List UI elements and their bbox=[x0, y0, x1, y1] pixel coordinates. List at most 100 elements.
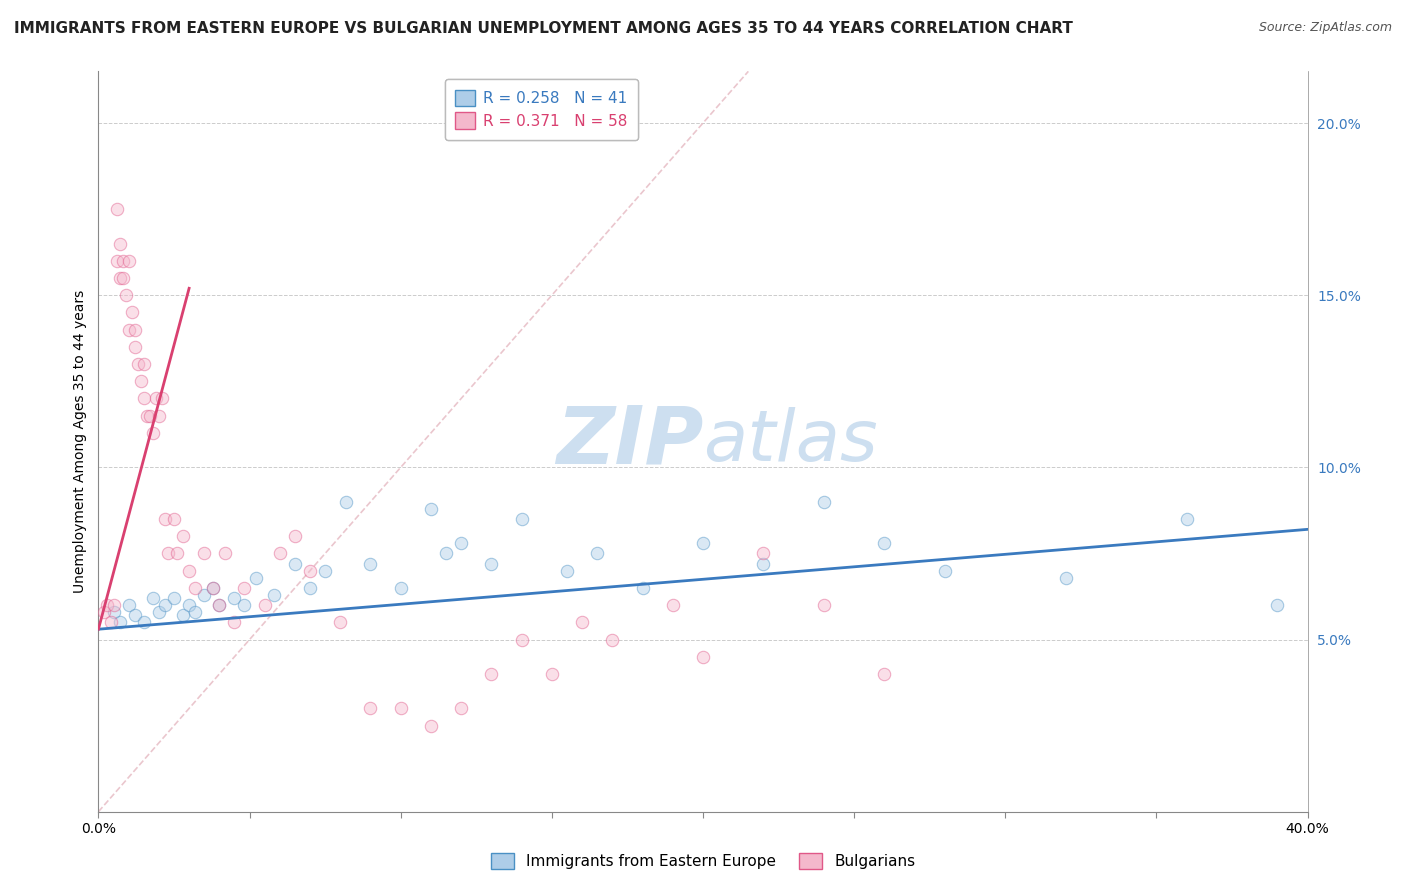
Point bbox=[1175, 512, 1198, 526]
Text: atlas: atlas bbox=[703, 407, 877, 476]
Point bbox=[208, 598, 231, 612]
Point bbox=[420, 718, 443, 732]
Y-axis label: Unemployment Among Ages 35 to 44 years: Unemployment Among Ages 35 to 44 years bbox=[73, 290, 87, 593]
Point bbox=[450, 536, 472, 550]
Point bbox=[118, 598, 141, 612]
Point bbox=[118, 323, 141, 337]
Point bbox=[253, 598, 276, 612]
Point bbox=[118, 253, 141, 268]
Point bbox=[329, 615, 352, 630]
Point bbox=[813, 495, 835, 509]
Point bbox=[148, 409, 170, 423]
Point bbox=[873, 667, 896, 681]
Point bbox=[139, 409, 162, 423]
Point bbox=[156, 546, 179, 560]
Point bbox=[163, 591, 186, 606]
Point bbox=[103, 598, 125, 612]
Point bbox=[360, 701, 382, 715]
Point bbox=[184, 581, 207, 595]
Point bbox=[124, 323, 146, 337]
Point bbox=[420, 501, 443, 516]
Point bbox=[389, 701, 412, 715]
Point bbox=[586, 546, 609, 560]
Point bbox=[153, 598, 176, 612]
Point bbox=[193, 588, 215, 602]
Text: ZIP: ZIP bbox=[555, 402, 703, 481]
Point bbox=[360, 557, 382, 571]
Point bbox=[132, 357, 155, 371]
Point bbox=[481, 557, 503, 571]
Point bbox=[314, 564, 336, 578]
Point bbox=[202, 581, 225, 595]
Point bbox=[214, 546, 236, 560]
Point bbox=[284, 557, 307, 571]
Point bbox=[132, 392, 155, 406]
Point bbox=[96, 598, 118, 612]
Point bbox=[813, 598, 835, 612]
Point bbox=[153, 512, 176, 526]
Point bbox=[114, 288, 136, 302]
Point bbox=[145, 392, 167, 406]
Legend: Immigrants from Eastern Europe, Bulgarians: Immigrants from Eastern Europe, Bulgaria… bbox=[485, 847, 921, 875]
Point bbox=[132, 615, 155, 630]
Point bbox=[208, 598, 231, 612]
Point bbox=[269, 546, 291, 560]
Point bbox=[93, 605, 115, 619]
Point bbox=[127, 357, 149, 371]
Point bbox=[602, 632, 624, 647]
Point bbox=[224, 615, 246, 630]
Point bbox=[232, 581, 254, 595]
Point bbox=[142, 425, 165, 440]
Text: IMMIGRANTS FROM EASTERN EUROPE VS BULGARIAN UNEMPLOYMENT AMONG AGES 35 TO 44 YEA: IMMIGRANTS FROM EASTERN EUROPE VS BULGAR… bbox=[14, 21, 1073, 36]
Point bbox=[105, 202, 128, 216]
Point bbox=[692, 649, 714, 664]
Point bbox=[245, 570, 267, 584]
Point bbox=[163, 512, 186, 526]
Point bbox=[108, 271, 131, 285]
Point bbox=[299, 564, 322, 578]
Point bbox=[103, 605, 125, 619]
Text: Source: ZipAtlas.com: Source: ZipAtlas.com bbox=[1258, 21, 1392, 34]
Point bbox=[111, 271, 134, 285]
Point bbox=[752, 546, 775, 560]
Point bbox=[202, 581, 225, 595]
Point bbox=[124, 340, 146, 354]
Point bbox=[148, 605, 170, 619]
Point bbox=[540, 667, 562, 681]
Point bbox=[100, 615, 122, 630]
Point bbox=[179, 564, 201, 578]
Point bbox=[1054, 570, 1077, 584]
Point bbox=[224, 591, 246, 606]
Point bbox=[631, 581, 654, 595]
Point bbox=[166, 546, 188, 560]
Point bbox=[105, 253, 128, 268]
Point bbox=[108, 236, 131, 251]
Point bbox=[450, 701, 472, 715]
Point bbox=[555, 564, 578, 578]
Point bbox=[179, 598, 201, 612]
Point bbox=[124, 608, 146, 623]
Point bbox=[389, 581, 412, 595]
Point bbox=[263, 588, 285, 602]
Point bbox=[434, 546, 457, 560]
Point bbox=[150, 392, 173, 406]
Point bbox=[299, 581, 322, 595]
Point bbox=[1267, 598, 1289, 612]
Point bbox=[172, 529, 194, 543]
Point bbox=[193, 546, 215, 560]
Point bbox=[481, 667, 503, 681]
Point bbox=[571, 615, 593, 630]
Point bbox=[873, 536, 896, 550]
Point bbox=[752, 557, 775, 571]
Point bbox=[121, 305, 143, 319]
Point bbox=[232, 598, 254, 612]
Point bbox=[142, 591, 165, 606]
Point bbox=[129, 374, 152, 388]
Point bbox=[135, 409, 157, 423]
Point bbox=[111, 253, 134, 268]
Point bbox=[335, 495, 357, 509]
Point bbox=[284, 529, 307, 543]
Point bbox=[184, 605, 207, 619]
Point bbox=[172, 608, 194, 623]
Point bbox=[510, 512, 533, 526]
